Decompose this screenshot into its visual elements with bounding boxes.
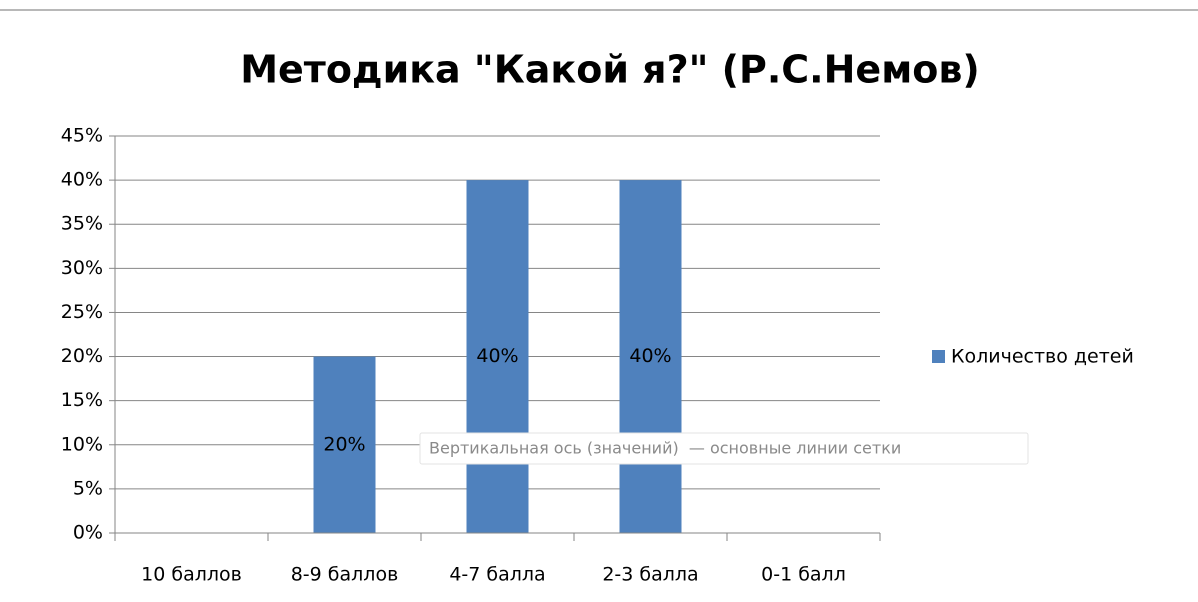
tooltip: Вертикальная ось (значений) — основные л… [429,439,901,458]
x-tick-label: 10 баллов [141,564,242,586]
data-label: 40% [629,345,671,367]
chart-title: Методика "Какой я?" (Р.С.Немов) [240,48,980,92]
data-label: 20% [323,433,365,455]
y-tick-label: 45% [61,125,103,147]
data-label: 40% [476,345,518,367]
y-tick-label: 40% [61,169,103,191]
bar [466,180,529,533]
y-tick-label: 30% [61,257,103,279]
y-tick-label: 10% [61,433,103,455]
y-tick-label: 5% [73,477,103,499]
x-tick-label: 8-9 баллов [291,564,399,586]
y-tick-label: 15% [61,389,103,411]
y-tick-label: 20% [61,345,103,367]
y-tick-label: 25% [61,301,103,323]
x-tick-label: 0-1 балл [761,564,846,586]
tooltip-box [419,432,1029,465]
bar [619,180,682,533]
x-tick-label: 2-3 балла [602,564,698,586]
y-tick-label: 0% [73,522,103,544]
bar [313,356,376,533]
legend-label: Количество детей [951,346,1134,368]
x-tick-label: 4-7 балла [449,564,545,586]
legend-swatch [932,350,945,363]
y-tick-label: 35% [61,213,103,235]
